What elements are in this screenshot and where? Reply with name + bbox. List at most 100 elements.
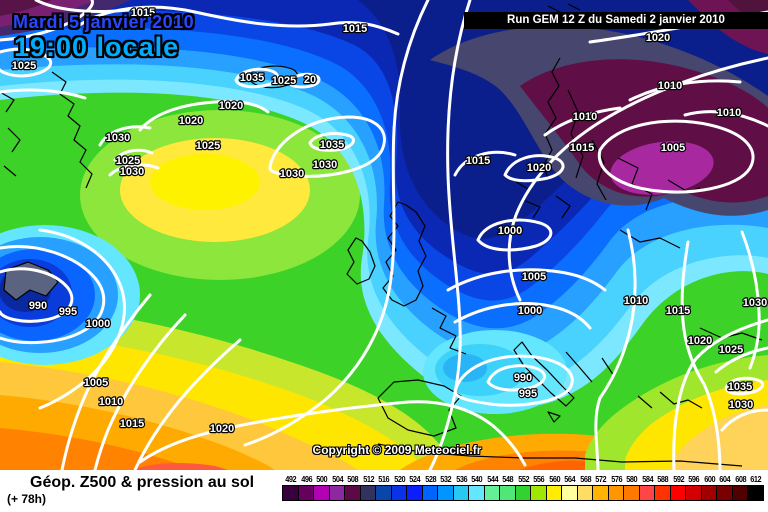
pressure-label: 1015 — [131, 7, 155, 19]
forecast-date: Mardi 5 janvier 2010 — [13, 12, 195, 32]
scale-tick-label: 580 — [626, 475, 638, 484]
scale-tick-label: 608 — [734, 475, 746, 484]
scale-color-box — [654, 485, 671, 501]
scale-tick-label: 612 — [750, 475, 762, 484]
scale-tick-label: 504 — [331, 475, 343, 484]
pressure-label: 1005 — [522, 271, 546, 283]
scale-tick-label: 536 — [455, 475, 467, 484]
pressure-label: 1025 — [196, 140, 220, 152]
pressure-label: 1005 — [84, 377, 108, 389]
scale-color-box — [390, 485, 407, 501]
pressure-label: 1015 — [570, 142, 594, 154]
pressure-label: 1030 — [106, 132, 130, 144]
scale-tick-label: 596 — [688, 475, 700, 484]
scale-color-box — [561, 485, 578, 501]
pressure-label: 1010 — [573, 111, 597, 123]
forecast-hour: (+ 78h) — [7, 492, 47, 506]
pressure-label: 1010 — [624, 295, 648, 307]
scale-color-box — [514, 485, 531, 501]
scale-tick-label: 592 — [672, 475, 684, 484]
pressure-label: 1015 — [466, 155, 490, 167]
scale-color-box — [607, 485, 624, 501]
scale-tick-label: 496 — [300, 475, 312, 484]
pressure-label: 1025 — [12, 60, 36, 72]
pressure-label: 1020 — [210, 423, 234, 435]
scale-color-box — [483, 485, 500, 501]
scale-tick-label: 524 — [409, 475, 421, 484]
scale-color-box — [592, 485, 609, 501]
scale-color-box — [499, 485, 516, 501]
scale-color-box — [545, 485, 562, 501]
scale-color-box — [297, 485, 314, 501]
pressure-label: 1020 — [527, 162, 551, 174]
scale-tick-label: 500 — [316, 475, 328, 484]
pressure-label: 1020 — [219, 100, 243, 112]
scale-values: 492 496 500 504 508 512 516 520 524 528 532 536 540 5… — [283, 475, 765, 484]
scale-color-box — [685, 485, 702, 501]
pressure-label: 990 — [29, 300, 47, 312]
scale-boxes — [282, 485, 765, 501]
scale-color-box — [669, 485, 686, 501]
scale-tick-label: 568 — [579, 475, 591, 484]
scale-color-box — [623, 485, 640, 501]
scale-color-box — [700, 485, 717, 501]
pressure-label: 1035 — [320, 139, 344, 151]
pressure-label: 1030 — [743, 297, 767, 309]
legend-bar: Géop. Z500 & pression au sol (+ 78h) 492… — [0, 470, 768, 512]
scale-tick-label: 516 — [378, 475, 390, 484]
pressure-label: 1000 — [86, 318, 110, 330]
pressure-label: 1000 — [498, 225, 522, 237]
scale-tick-label: 508 — [347, 475, 359, 484]
pressure-label: 995 — [59, 306, 77, 318]
scale-tick-label: 492 — [285, 475, 297, 484]
isobar-contours — [0, 0, 768, 470]
scale-tick-label: 564 — [564, 475, 576, 484]
scale-color-box — [359, 485, 376, 501]
scale-tick-label: 520 — [393, 475, 405, 484]
scale-color-box — [468, 485, 485, 501]
pressure-label: 1030 — [313, 159, 337, 171]
pressure-label: 1015 — [343, 23, 367, 35]
pressure-label: 1010 — [658, 80, 682, 92]
scale-tick-label: 512 — [362, 475, 374, 484]
pressure-label: 1025 — [719, 344, 743, 356]
scale-color-box — [421, 485, 438, 501]
pressure-label: 1020 — [646, 32, 670, 44]
model-run-banner: Run GEM 12 Z du Samedi 2 janvier 2010 — [464, 12, 768, 29]
scale-tick-label: 572 — [595, 475, 607, 484]
scale-color-box — [530, 485, 547, 501]
scale-color-box — [452, 485, 469, 501]
scale-tick-label: 528 — [424, 475, 436, 484]
pressure-label: 1030 — [120, 166, 144, 178]
scale-tick-label: 544 — [486, 475, 498, 484]
scale-color-box — [716, 485, 733, 501]
pressure-label: 1010 — [99, 396, 123, 408]
scale-tick-label: 600 — [703, 475, 715, 484]
forecast-time: 19:00 locale — [14, 32, 180, 62]
scale-color-box — [576, 485, 593, 501]
scale-tick-label: 540 — [471, 475, 483, 484]
scale-tick-label: 604 — [719, 475, 731, 484]
scale-color-box — [375, 485, 392, 501]
pressure-label: 20 — [304, 74, 316, 86]
scale-color-box — [747, 485, 764, 501]
scale-tick-label: 576 — [610, 475, 622, 484]
scale-color-box — [344, 485, 361, 501]
scale-tick-label: 560 — [548, 475, 560, 484]
pressure-label: 1035 — [728, 381, 752, 393]
scale-color-box — [282, 485, 299, 501]
pressure-label: 1025 — [116, 155, 140, 167]
scale-color-box — [328, 485, 345, 501]
pressure-label: 1030 — [280, 168, 304, 180]
pressure-label: 1020 — [179, 115, 203, 127]
color-scale: 492 496 500 504 508 512 516 520 524 528 532 536 540 5… — [282, 475, 765, 501]
scale-color-box — [437, 485, 454, 501]
pressure-label: 1015 — [120, 418, 144, 430]
pressure-label: 1025 — [272, 75, 296, 87]
pressure-label: 1015 — [666, 305, 690, 317]
pressure-label: 1030 — [729, 399, 753, 411]
scale-tick-label: 584 — [641, 475, 653, 484]
